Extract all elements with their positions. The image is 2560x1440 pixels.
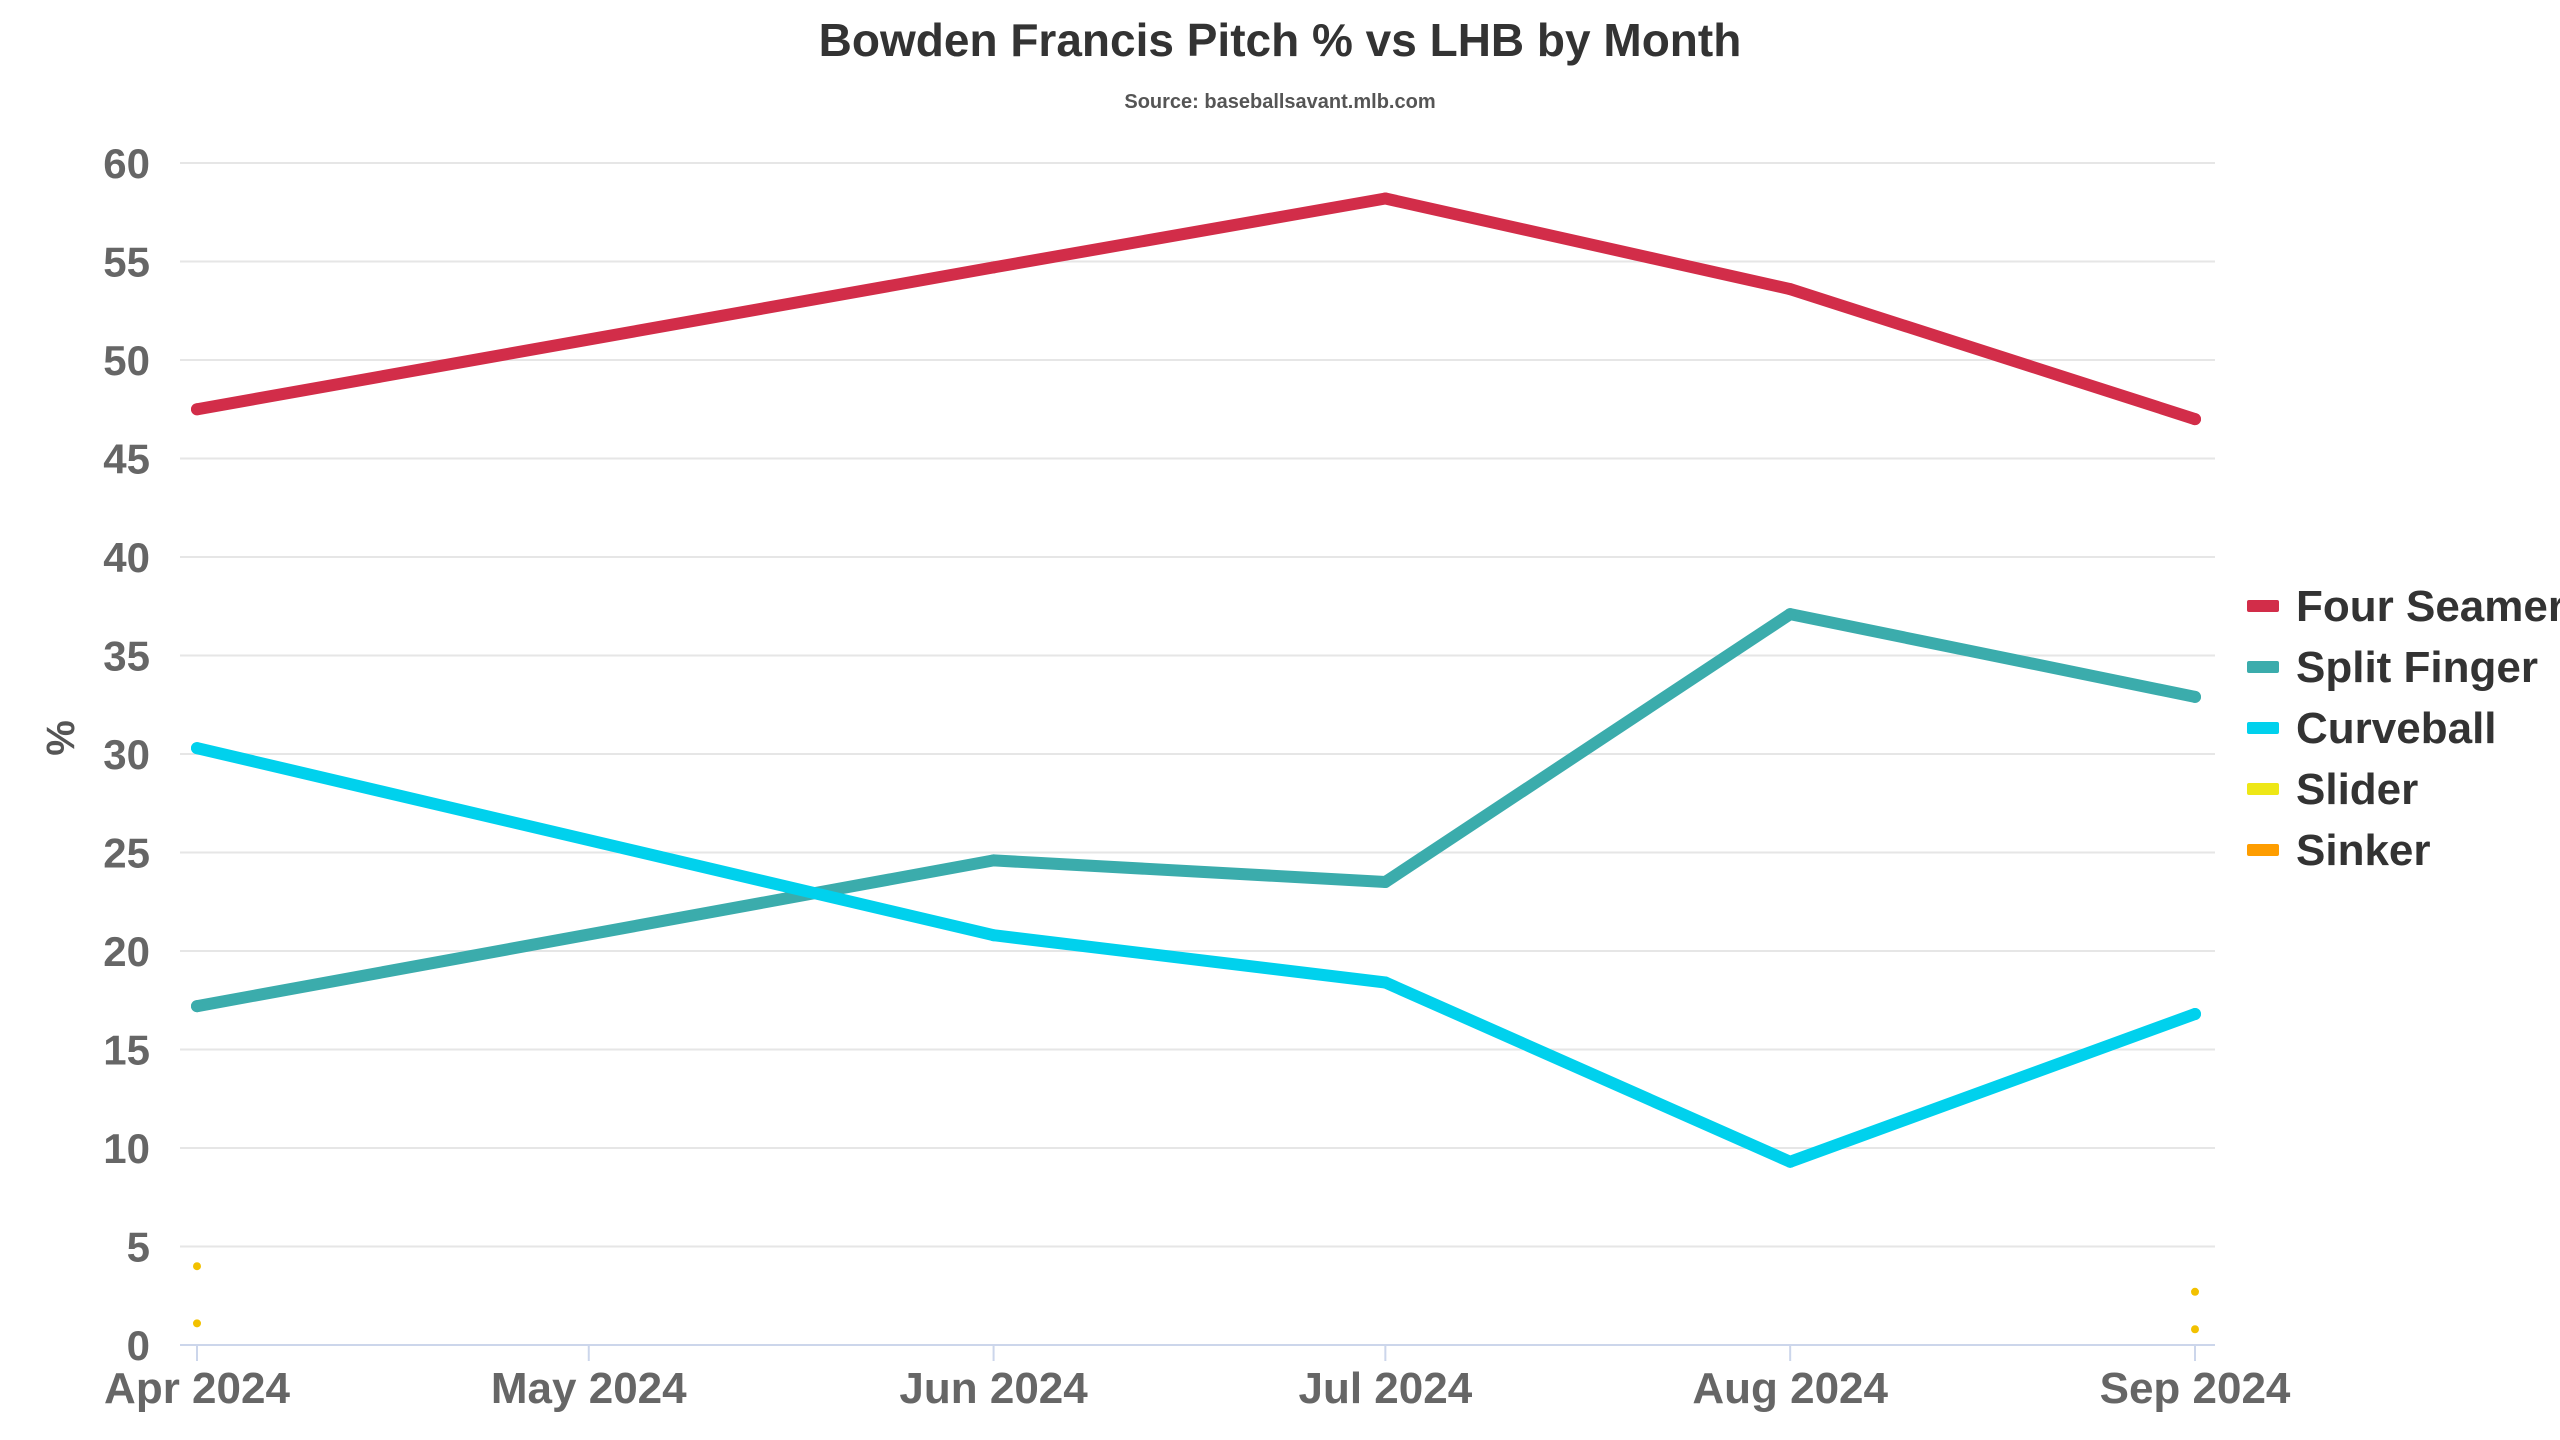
legend-swatch <box>2247 661 2279 673</box>
y-tick-label: 40 <box>103 534 150 581</box>
series-lines <box>191 192 2201 1334</box>
y-tick-label: 0 <box>127 1322 150 1369</box>
y-tick-label: 35 <box>103 633 150 680</box>
y-tick-label: 5 <box>127 1224 150 1271</box>
series-line <box>191 192 2201 426</box>
series-slider <box>193 1262 2199 1296</box>
series-split-finger <box>191 608 2201 1013</box>
legend-label: Sinker <box>2296 826 2431 875</box>
x-tick-label: Aug 2024 <box>1692 1364 1888 1413</box>
legend-label: Slider <box>2296 765 2418 814</box>
data-point[interactable] <box>1379 192 1392 205</box>
x-tick-label: Jul 2024 <box>1299 1364 1473 1413</box>
legend-label: Split Finger <box>2296 643 2538 692</box>
series-sinker <box>193 1319 2199 1334</box>
y-axis-title: % <box>39 720 83 756</box>
legend-label: Curveball <box>2296 704 2497 753</box>
chart-title: Bowden Francis Pitch % vs LHB by Month <box>819 14 1742 66</box>
y-tick-label: 15 <box>103 1027 150 1074</box>
data-point[interactable] <box>191 742 203 755</box>
x-tick-label: May 2024 <box>491 1364 687 1413</box>
legend-swatch <box>2247 722 2279 734</box>
legend-swatch <box>2247 844 2279 856</box>
series-four-seamer <box>191 192 2201 426</box>
y-tick-label: 25 <box>103 830 150 877</box>
y-tick-label: 60 <box>103 140 150 187</box>
data-point[interactable] <box>2189 1008 2201 1021</box>
data-point[interactable] <box>193 1319 201 1328</box>
legend-swatch <box>2247 783 2279 795</box>
chart-subtitle: Source: baseballsavant.mlb.com <box>1124 91 1435 113</box>
legend-item[interactable]: Sinker <box>2247 826 2431 875</box>
data-point[interactable] <box>1379 876 1392 889</box>
x-tick-label: Apr 2024 <box>104 1364 290 1413</box>
legend-item[interactable]: Four Seamer <box>2247 582 2560 631</box>
data-point[interactable] <box>2189 413 2201 426</box>
x-tick-label: Jun 2024 <box>899 1364 1088 1413</box>
y-tick-label: 20 <box>103 928 150 975</box>
legend-item[interactable]: Curveball <box>2247 704 2497 753</box>
x-axis-ticks: Apr 2024 May 2024 Jun 2024 Jul 2024 Aug 2024… <box>104 1345 2291 1413</box>
data-point[interactable] <box>987 929 1000 942</box>
y-tick-label: 45 <box>103 436 150 483</box>
y-tick-label: 30 <box>103 731 150 778</box>
data-point[interactable] <box>2191 1287 2199 1296</box>
data-point[interactable] <box>1784 1155 1797 1168</box>
legend-item[interactable]: Split Finger <box>2247 643 2538 692</box>
gridlines <box>180 162 2215 1346</box>
legend: Four Seamer Split Finger Curveball Slider Si… <box>2247 582 2560 875</box>
y-tick-label: 50 <box>103 337 150 384</box>
data-point[interactable] <box>191 403 203 416</box>
y-tick-label: 10 <box>103 1125 150 1172</box>
y-tick-label: 55 <box>103 239 150 286</box>
data-point[interactable] <box>193 1262 201 1271</box>
data-point[interactable] <box>2189 690 2201 703</box>
series-curveball <box>191 742 2201 1168</box>
legend-swatch <box>2247 600 2279 612</box>
data-point[interactable] <box>1379 976 1392 989</box>
data-point[interactable] <box>191 1000 203 1013</box>
y-axis-ticks: 0 5 10 15 20 25 30 35 40 45 50 55 60 <box>103 140 150 1369</box>
data-point[interactable] <box>1784 608 1797 621</box>
data-point[interactable] <box>987 261 1000 274</box>
data-point[interactable] <box>987 854 1000 867</box>
legend-item[interactable]: Slider <box>2247 765 2418 814</box>
series-line <box>191 608 2201 1013</box>
data-point[interactable] <box>1784 283 1797 296</box>
data-point[interactable] <box>2191 1325 2199 1334</box>
legend-label: Four Seamer <box>2296 582 2560 631</box>
x-tick-label: Sep 2024 <box>2100 1364 2291 1413</box>
